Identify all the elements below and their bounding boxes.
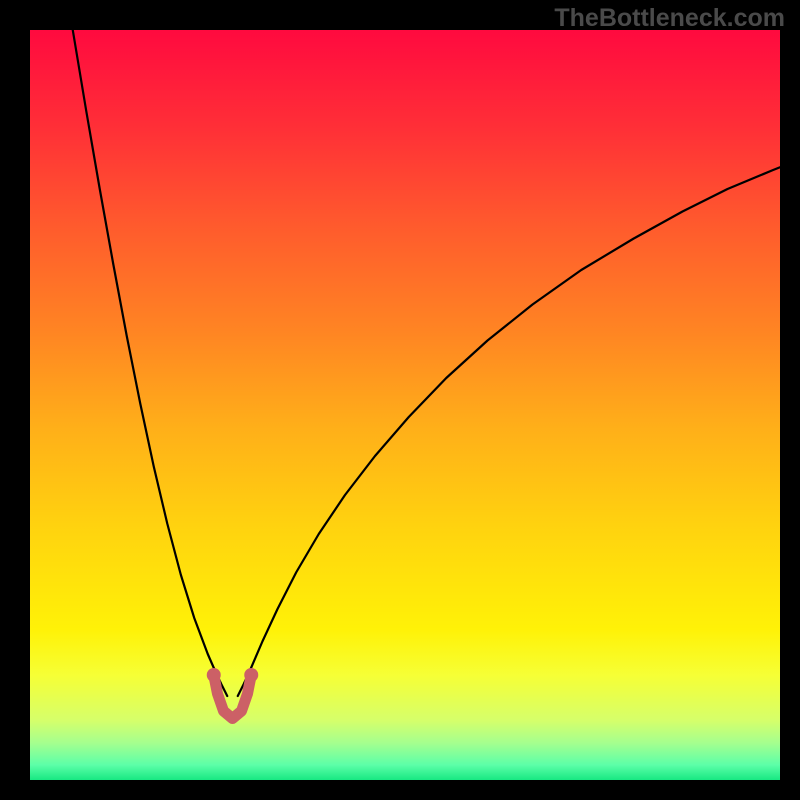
watermark-text: TheBottleneck.com bbox=[554, 4, 785, 33]
chart-plot-area bbox=[30, 30, 780, 780]
chart-outer-frame: TheBottleneck.com bbox=[0, 0, 800, 800]
